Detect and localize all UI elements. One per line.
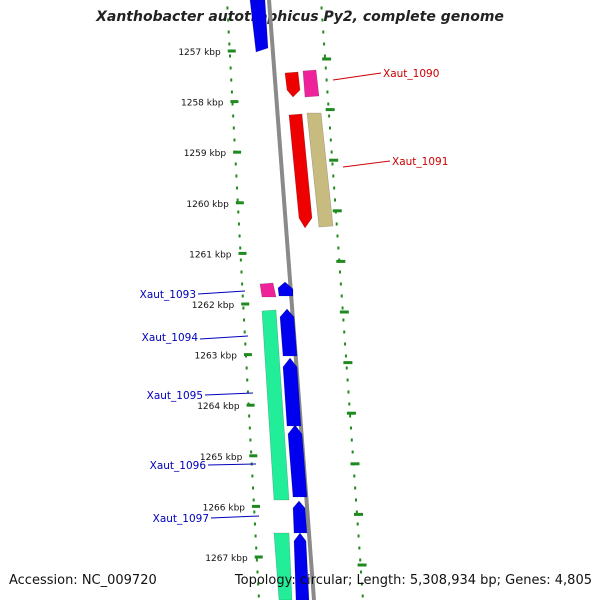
kbp-tick-label: 1265 kbp bbox=[200, 453, 243, 463]
page-title: Xanthobacter autotrophicus Py2, complete… bbox=[96, 9, 504, 25]
summary-text: Topology: circular; Length: 5,308,934 bp… bbox=[234, 573, 592, 588]
genome-backbone bbox=[267, 0, 316, 600]
gene-label-leader bbox=[210, 515, 260, 519]
kbp-tick-label: 1263 kbp bbox=[195, 352, 238, 362]
gene-label[interactable]: Xaut_1095 bbox=[147, 390, 203, 402]
kbp-tick-label: 1259 kbp bbox=[184, 149, 227, 159]
kbp-tick-label: 1266 kbp bbox=[203, 503, 246, 513]
gene-feature-blue[interactable] bbox=[277, 281, 294, 297]
kbp-tick-label: 1267 kbp bbox=[205, 554, 248, 564]
gene-label-leader bbox=[197, 290, 246, 295]
gene-feature-tan[interactable] bbox=[306, 112, 334, 228]
gene-label-leader bbox=[342, 160, 391, 168]
gene-feature-red[interactable] bbox=[288, 113, 313, 229]
gene-feature-pink[interactable] bbox=[259, 282, 277, 298]
kbp-tick-label: 1260 kbp bbox=[186, 200, 229, 210]
gene-feature-green[interactable] bbox=[261, 309, 290, 501]
gene-label-leader bbox=[332, 72, 382, 81]
kbp-tick-label: 1257 kbp bbox=[178, 48, 221, 58]
kbp-tick-label: 1258 kbp bbox=[181, 99, 224, 109]
gene-label[interactable]: Xaut_1091 bbox=[392, 156, 448, 168]
kbp-tick-label: 1264 kbp bbox=[197, 402, 240, 412]
gene-feature-red[interactable] bbox=[284, 71, 301, 98]
kbp-tick-label: 1262 kbp bbox=[192, 301, 235, 311]
gene-label-leader bbox=[207, 463, 257, 466]
gene-feature-blue[interactable] bbox=[293, 532, 310, 600]
gene-feature-green[interactable] bbox=[273, 532, 293, 600]
gene-feature-blue[interactable] bbox=[287, 424, 308, 498]
gene-label[interactable]: Xaut_1097 bbox=[153, 513, 209, 525]
gene-feature-blue[interactable] bbox=[282, 357, 302, 427]
gene-feature-blue[interactable] bbox=[292, 500, 308, 534]
accession-text: Accession: NC_009720 bbox=[9, 573, 157, 588]
gene-label[interactable]: Xaut_1096 bbox=[150, 460, 207, 472]
kbp-tick-label: 1261 kbp bbox=[189, 250, 232, 260]
gene-feature-blue[interactable] bbox=[249, 0, 269, 53]
gene-feature-pink[interactable] bbox=[302, 69, 320, 98]
gene-feature-blue[interactable] bbox=[279, 308, 298, 357]
gene-label[interactable]: Xaut_1090 bbox=[383, 68, 439, 80]
gene-label-leader bbox=[199, 335, 249, 340]
gene-label-leader bbox=[204, 392, 254, 396]
gene-label[interactable]: Xaut_1094 bbox=[142, 332, 199, 344]
gene-label[interactable]: Xaut_1093 bbox=[140, 289, 196, 301]
